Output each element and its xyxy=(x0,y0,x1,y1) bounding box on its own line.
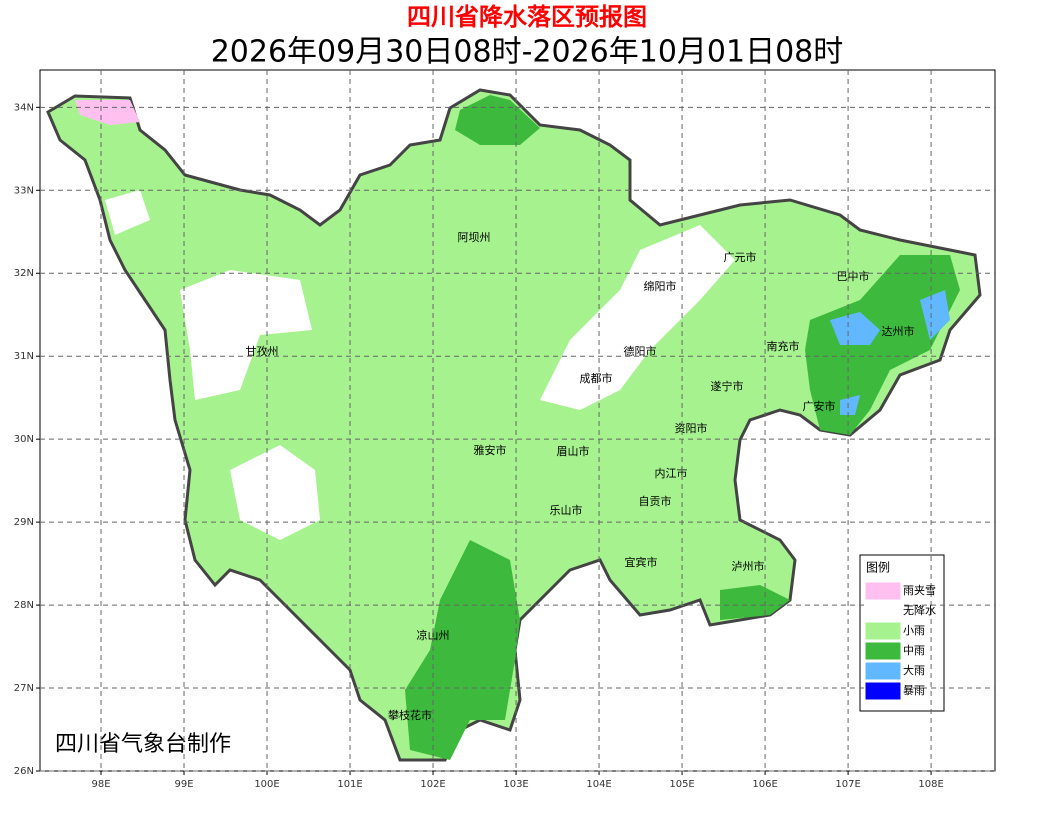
y-tick-label: 34N xyxy=(14,102,34,113)
subtitle: 2026年09月30日08时-2026年10月01日08时 xyxy=(211,35,844,70)
city-label: 成都市 xyxy=(580,371,613,385)
y-tick-label: 33N xyxy=(14,185,34,196)
moderate-rain-area xyxy=(405,540,520,760)
legend-swatch xyxy=(865,602,901,620)
city-label: 宜宾市 xyxy=(625,555,658,569)
credit: 四川省气象台制作 xyxy=(55,732,231,757)
y-tick-label: 30N xyxy=(14,434,34,445)
x-tick-label: 107E xyxy=(835,779,860,790)
x-tick-label: 106E xyxy=(752,779,777,790)
city-label: 达州市 xyxy=(882,324,915,338)
x-tick-label: 104E xyxy=(586,779,611,790)
city-label: 泸州市 xyxy=(732,559,765,573)
map-area xyxy=(46,88,982,762)
legend-swatch xyxy=(865,662,901,680)
city-label: 自贡市 xyxy=(639,494,672,508)
city-label: 德阳市 xyxy=(624,344,657,358)
x-tick-label: 105E xyxy=(669,779,694,790)
legend-label: 雨夹雪 xyxy=(903,584,936,597)
city-label: 巴中市 xyxy=(837,269,870,283)
city-label: 资阳市 xyxy=(675,421,708,435)
city-label: 雅安市 xyxy=(474,443,507,457)
no-rain-area xyxy=(230,445,320,540)
city-label: 甘孜州 xyxy=(246,344,279,358)
heavy-rain-area xyxy=(830,290,950,415)
legend-label: 小雨 xyxy=(903,624,925,637)
city-label: 乐山市 xyxy=(550,503,583,517)
title: 四川省降水落区预报图 xyxy=(407,3,647,31)
legend-label: 大雨 xyxy=(903,663,925,677)
x-tick-label: 102E xyxy=(420,779,445,790)
x-tick-label: 99E xyxy=(174,779,193,790)
no-rain-area xyxy=(540,225,735,410)
y-tick-label: 27N xyxy=(14,683,34,694)
sleet-area xyxy=(75,100,140,125)
y-tick-label: 31N xyxy=(14,351,34,362)
no-rain-area xyxy=(105,190,150,235)
city-label: 内江市 xyxy=(655,466,688,480)
moderate-rain-area xyxy=(720,585,790,620)
city-label: 眉山市 xyxy=(557,444,590,458)
x-tick-label: 100E xyxy=(254,779,279,790)
y-tick-label: 28N xyxy=(14,600,34,611)
city-label: 广安市 xyxy=(803,399,836,413)
x-tick-label: 108E xyxy=(918,779,943,790)
x-tick-label: 103E xyxy=(503,779,528,790)
legend-label: 无降水 xyxy=(903,603,936,617)
x-tick-label: 98E xyxy=(91,779,110,790)
city-label: 遂宁市 xyxy=(711,379,744,393)
y-tick-label: 32N xyxy=(14,268,34,279)
x-tick-label: 101E xyxy=(337,779,362,790)
city-label: 攀枝花市 xyxy=(388,708,432,722)
city-labels: 阿坝州 广元市 巴中市 绵阳市 达州市 甘孜州 德阳市 南充市 成都市 遂宁市 … xyxy=(246,230,915,722)
city-label: 广元市 xyxy=(724,250,757,264)
city-label: 南充市 xyxy=(767,339,800,353)
legend-swatch xyxy=(865,642,901,660)
legend-swatch xyxy=(865,622,901,640)
y-tick-label: 26N xyxy=(14,766,34,777)
legend-swatch xyxy=(865,682,901,700)
legend-swatch xyxy=(865,582,901,600)
city-label: 绵阳市 xyxy=(644,279,677,293)
legend-title: 图例 xyxy=(866,561,890,575)
no-rain-area xyxy=(180,270,312,400)
city-label: 阿坝州 xyxy=(458,230,491,244)
legend-label: 暴雨 xyxy=(903,684,925,697)
city-label: 凉山州 xyxy=(417,628,450,642)
y-tick-label: 29N xyxy=(14,517,34,528)
legend-label: 中雨 xyxy=(903,644,925,657)
